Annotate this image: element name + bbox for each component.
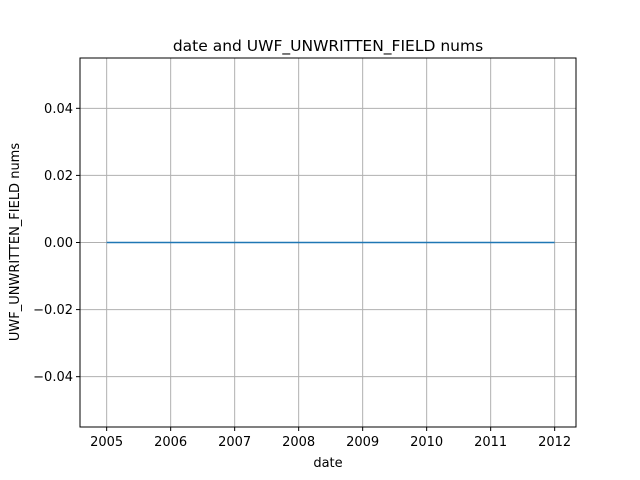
- x-axis-title: date: [313, 456, 342, 471]
- y-tick-label: 0.04: [44, 102, 73, 117]
- y-tick-label: −0.04: [33, 370, 73, 385]
- chart-title: date and UWF_UNWRITTEN_FIELD nums: [173, 37, 483, 56]
- x-axis-ticks: 2005 2006 2007 2008 2009 2010 2011 2012: [90, 427, 571, 450]
- y-tick-label: 0.00: [44, 236, 73, 251]
- x-tick-label: 2008: [282, 435, 315, 450]
- x-tick-label: 2006: [154, 435, 187, 450]
- y-axis-ticks: −0.04 −0.02 0.00 0.02 0.04: [33, 102, 80, 385]
- y-tick-label: 0.02: [44, 169, 73, 184]
- y-axis-title: UWF_UNWRITTEN_FIELD nums: [8, 143, 23, 341]
- x-tick-label: 2009: [346, 435, 379, 450]
- x-tick-label: 2005: [90, 435, 123, 450]
- x-tick-label: 2007: [218, 435, 251, 450]
- y-tick-label: −0.02: [33, 303, 73, 318]
- x-tick-label: 2011: [474, 435, 507, 450]
- x-tick-label: 2010: [410, 435, 443, 450]
- x-tick-label: 2012: [538, 435, 571, 450]
